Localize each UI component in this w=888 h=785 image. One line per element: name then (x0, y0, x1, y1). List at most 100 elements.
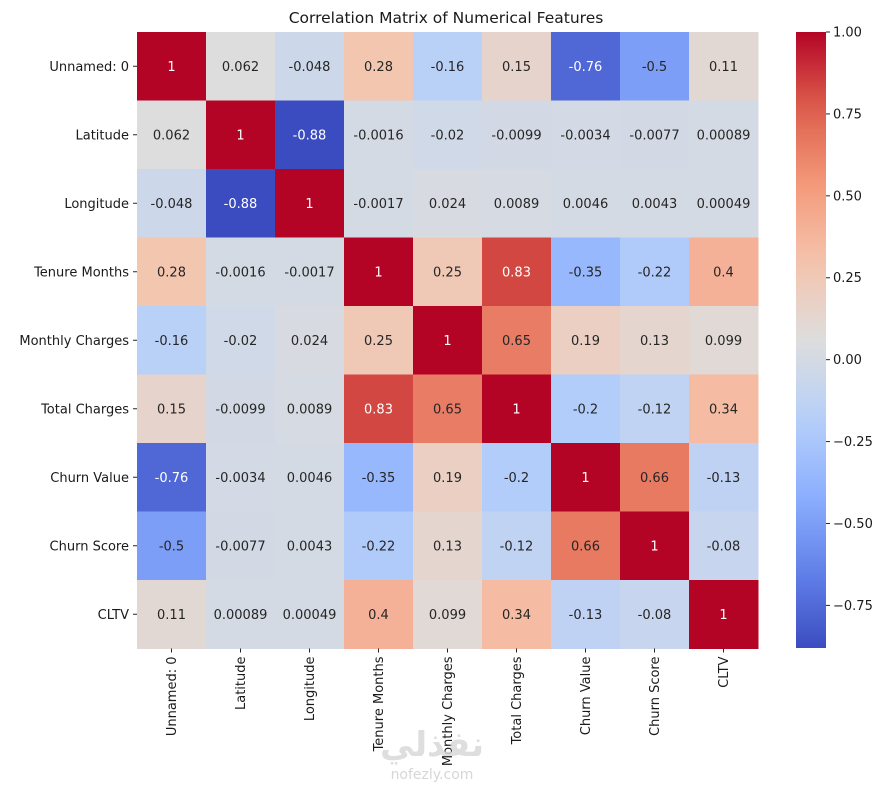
y-tick-label: Monthly Charges (19, 334, 129, 349)
y-tick-label: Churn Score (50, 539, 129, 554)
cell-value-label: 0.099 (705, 334, 742, 349)
cell-value-label: -0.048 (289, 60, 331, 75)
colorbar-tick-label: 0.50 (833, 189, 862, 204)
cell-value-label: 0.11 (157, 608, 186, 623)
colorbar-tick-label: 1.00 (833, 26, 862, 41)
heatmap-cell (551, 580, 621, 649)
cell-value-label: 0.0089 (287, 402, 333, 417)
heatmap-cell (482, 169, 552, 238)
cell-value-label: -0.12 (638, 402, 672, 417)
cell-value-label: 1 (719, 608, 727, 623)
heatmap-cell (413, 443, 483, 512)
heatmap-cell (620, 443, 690, 512)
cell-value-label: 0.13 (433, 539, 462, 554)
heatmap-cell (551, 32, 621, 101)
heatmap-cell (206, 511, 276, 581)
cell-value-label: 1 (443, 334, 451, 349)
cell-value-label: -0.13 (707, 471, 741, 486)
cell-value-label: 0.65 (433, 402, 462, 417)
cell-value-label: -0.76 (155, 471, 189, 486)
cell-value-label: 0.4 (368, 608, 389, 623)
heatmap-cell (413, 511, 483, 581)
cell-value-label: -0.22 (638, 265, 672, 280)
cell-value-label: -0.0077 (215, 539, 265, 554)
heatmap-cell (620, 237, 690, 307)
y-tick-label: Latitude (75, 128, 129, 143)
heatmap-cells: 1 0.062 -0.048 0.28 -0.16 0.15 -0.76 -0.5 0.11 0.… (137, 32, 759, 649)
heatmap-cell (344, 374, 414, 444)
heatmap-cell (413, 580, 483, 649)
cell-value-label: 0.0046 (563, 197, 609, 212)
heatmap-cell (137, 580, 207, 649)
cell-value-label: 1 (581, 471, 589, 486)
heatmap-cell (275, 443, 345, 512)
colorbar-tick-label: 0.25 (833, 271, 862, 286)
heatmap-cell (551, 443, 621, 512)
watermark-url: nofezly.com (391, 767, 474, 783)
watermark: نفذلي nofezly.com (380, 725, 484, 783)
heatmap-cell (206, 580, 276, 649)
heatmap-cell (344, 511, 414, 581)
heatmap-cell (689, 306, 759, 375)
colorbar-ticks: 1.00 0.75 0.50 0.25 0.00 −0.25 −0.50 −0.75 (826, 26, 873, 614)
heatmap-cell (689, 32, 759, 101)
heatmap-cell (206, 306, 276, 375)
heatmap-cell (206, 32, 276, 101)
cell-value-label: -0.0034 (215, 471, 265, 486)
cell-value-label: -0.02 (431, 128, 465, 143)
heatmap-cell (551, 100, 621, 170)
colorbar: 1.00 0.75 0.50 0.25 0.00 −0.25 −0.50 −0.75 (796, 26, 873, 648)
heatmap-cell (551, 374, 621, 444)
heatmap-cell (482, 374, 552, 444)
cell-value-label: 0.25 (433, 265, 462, 280)
heatmap-cell (482, 100, 552, 170)
heatmap-cell (275, 511, 345, 581)
cell-value-label: -0.22 (362, 539, 396, 554)
x-tick-label: Churn Value (579, 657, 594, 736)
cell-value-label: 0.15 (502, 60, 531, 75)
cell-value-label: 0.28 (157, 265, 186, 280)
chart-title: Correlation Matrix of Numerical Features (289, 9, 604, 27)
heatmap-cell (620, 100, 690, 170)
heatmap-cell (275, 374, 345, 444)
cell-value-label: 0.83 (502, 265, 531, 280)
heatmap-cell (551, 511, 621, 581)
heatmap-cell (137, 443, 207, 512)
heatmap-cell (689, 443, 759, 512)
cell-value-label: -0.02 (224, 334, 258, 349)
cell-value-label: 1 (305, 197, 313, 212)
x-axis: Unnamed: 0 Latitude Longitude Tenure Months… (165, 648, 732, 766)
cell-value-label: 0.83 (364, 402, 393, 417)
heatmap-cell (344, 100, 414, 170)
heatmap-cell (413, 306, 483, 375)
heatmap-cell (413, 169, 483, 238)
heatmap-cell (275, 32, 345, 101)
heatmap-cell (413, 237, 483, 307)
cell-value-label: 0.024 (429, 197, 466, 212)
cell-value-label: 1 (512, 402, 520, 417)
cell-value-label: -0.08 (638, 608, 672, 623)
cell-value-label: 0.19 (571, 334, 600, 349)
cell-value-label: -0.88 (293, 128, 327, 143)
heatmap-cell (275, 306, 345, 375)
cell-value-label: 0.00089 (697, 128, 751, 143)
colorbar-tick-label: 0.00 (833, 353, 862, 368)
heatmap-cell (206, 237, 276, 307)
cell-value-label: -0.76 (569, 60, 603, 75)
cell-value-label: 0.19 (433, 471, 462, 486)
cell-value-label: 0.13 (640, 334, 669, 349)
colorbar-tick-label: 0.75 (833, 107, 862, 122)
cell-value-label: -0.5 (159, 539, 184, 554)
heatmap-cell (620, 32, 690, 101)
heatmap-cell (551, 169, 621, 238)
cell-value-label: 0.15 (157, 402, 186, 417)
cell-value-label: -0.16 (155, 334, 189, 349)
y-tick-label: CLTV (98, 608, 129, 623)
x-tick-label: Churn Score (648, 657, 663, 736)
cell-value-label: 0.28 (364, 60, 393, 75)
heatmap-cell (620, 511, 690, 581)
heatmap-cell (344, 580, 414, 649)
heatmap-cell (689, 169, 759, 238)
heatmap-cell (689, 511, 759, 581)
